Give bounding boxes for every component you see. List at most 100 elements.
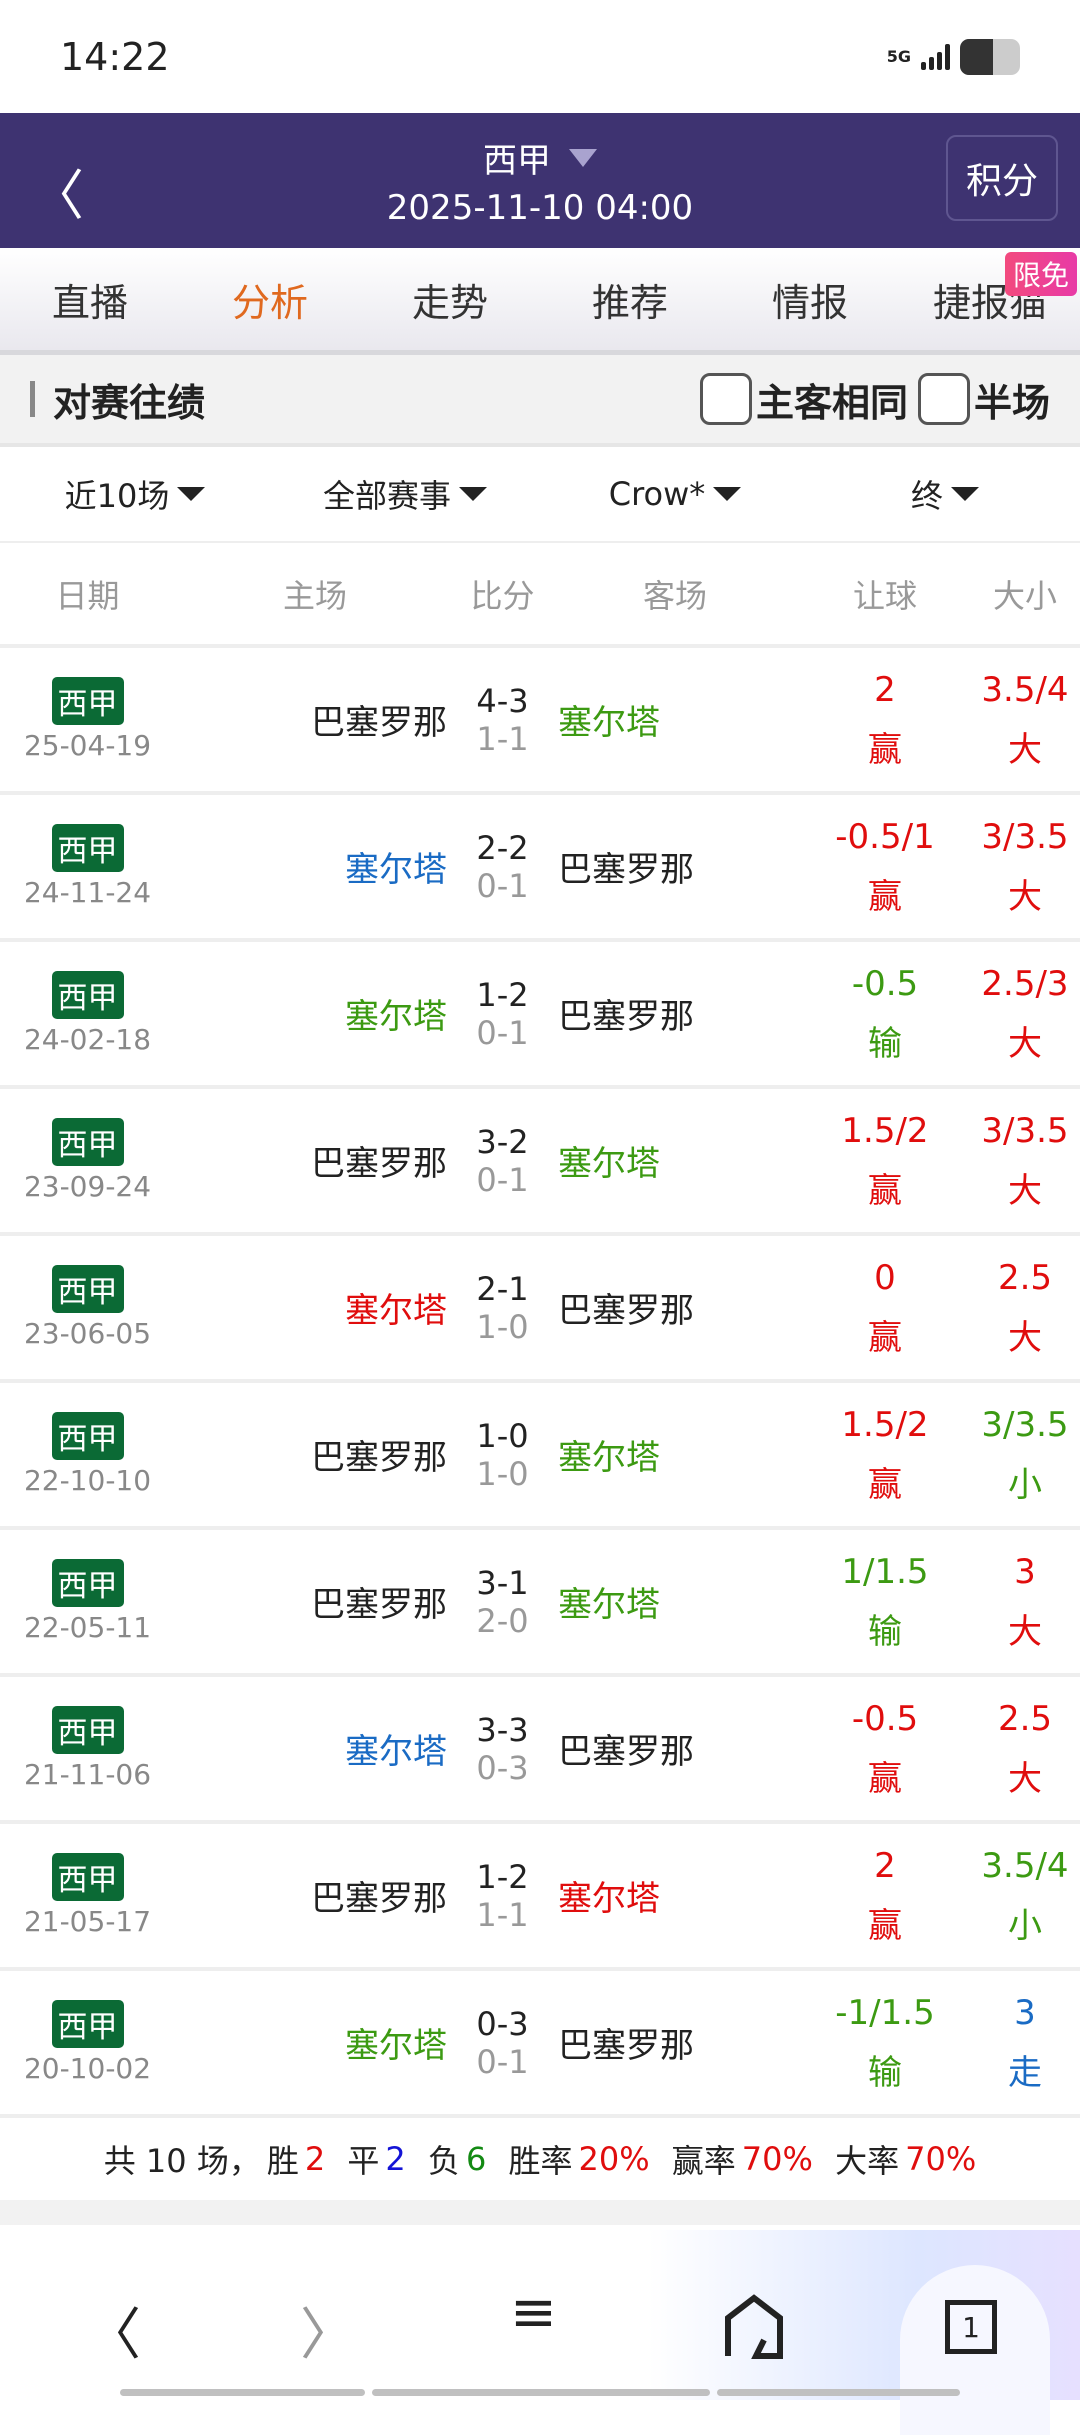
standings-button[interactable]: 积分 (946, 135, 1058, 221)
full-time-score: 0-3 (476, 2004, 529, 2043)
back-icon[interactable]: 〈 (85, 2303, 141, 2368)
over-under-result: 大 (1008, 1023, 1042, 1064)
table-row[interactable]: 西甲 20-10-02 塞尔塔 0-3 0-1 巴塞罗那 -1/1.5 输 3 走 (0, 1971, 1080, 2118)
filter-dropdown[interactable]: 近10场 (0, 471, 270, 517)
divider (0, 2200, 1080, 2225)
away-team: 塞尔塔 (558, 1879, 660, 1919)
filter-dropdown[interactable]: 终 (810, 471, 1080, 517)
filter-label: 全部赛事 (322, 477, 451, 515)
column-header: 主场 (282, 576, 347, 615)
over-under-result: 大 (1008, 1611, 1042, 1652)
handicap-line: -0.5 (851, 1698, 919, 1739)
over-under-line: 3 (1014, 1992, 1036, 2033)
chevron-left-icon[interactable]: 〈 (30, 164, 84, 227)
filter-dropdown[interactable]: 全部赛事 (270, 471, 540, 517)
handicap-result: 赢 (868, 1905, 902, 1946)
table-row[interactable]: 西甲 23-09-24 巴塞罗那 3-2 0-1 塞尔塔 1.5/2 赢 3/3.5 大 (0, 1089, 1080, 1236)
tab-count-icon[interactable]: 1 (945, 2300, 997, 2354)
browser-nav-bar: 〈 〉 ≡ 1 (0, 2230, 1080, 2435)
handicap-line: 1.5/2 (841, 1110, 929, 1151)
tab-2[interactable]: 走势 (411, 280, 488, 325)
column-header: 客场 (642, 576, 707, 615)
handicap-line: 2 (874, 669, 896, 710)
handicap-line: 0 (874, 1257, 896, 1298)
over-under-result: 大 (1008, 1170, 1042, 1211)
filter-label: Crow* (608, 475, 706, 513)
signal-icon (921, 43, 950, 70)
over-under-line: 3.5/4 (981, 669, 1069, 710)
away-team: 巴塞罗那 (558, 1291, 694, 1331)
league-badge: 西甲 (51, 1265, 124, 1313)
home-team: 塞尔塔 (345, 997, 447, 1037)
match-date: 24-02-18 (23, 1023, 152, 1056)
table-row[interactable]: 西甲 22-10-10 巴塞罗那 1-0 1-0 塞尔塔 1.5/2 赢 3/3.5 小 (0, 1383, 1080, 1530)
over-rate: 70% (905, 2140, 977, 2178)
tab-4[interactable]: 情报 (771, 280, 848, 325)
over-under-line: 2.5 (997, 1257, 1053, 1298)
full-time-score: 3-1 (476, 1563, 529, 1602)
tab-3[interactable]: 推荐 (591, 280, 668, 325)
league-badge: 西甲 (51, 2000, 124, 2048)
league-badge: 西甲 (51, 1118, 124, 1166)
half-time-score: 2-0 (476, 1601, 529, 1640)
tab-bar: 直播 分析 走势 推荐 情报 捷报猫 限免 (0, 248, 1080, 355)
match-date: 22-10-10 (23, 1464, 152, 1497)
menu-icon[interactable]: ≡ (510, 2280, 557, 2345)
handicap-line: 1/1.5 (841, 1551, 929, 1592)
same-home-away-checkbox[interactable]: 主客相同 (699, 372, 908, 427)
handicap-result: 赢 (868, 1317, 902, 1358)
half-time-score: 0-3 (476, 1748, 529, 1787)
full-time-score: 1-2 (476, 1857, 529, 1896)
handicap-result: 赢 (868, 729, 902, 770)
match-date: 23-09-24 (23, 1170, 152, 1203)
win-rate: 20% (578, 2140, 650, 2178)
checkbox-icon[interactable] (699, 373, 752, 425)
handicap-line: -0.5/1 (835, 816, 935, 857)
table-row[interactable]: 西甲 24-02-18 塞尔塔 1-2 0-1 巴塞罗那 -0.5 输 2.5/3 大 (0, 942, 1080, 1089)
clock: 14:22 (60, 34, 170, 79)
handicap-result: 输 (868, 1611, 902, 1652)
home-team: 塞尔塔 (345, 2026, 447, 2066)
half-time-score: 0-1 (476, 866, 529, 905)
home-team: 巴塞罗那 (311, 1438, 447, 1478)
filter-bar: 近10场 全部赛事 Crow* 终 (0, 447, 1080, 543)
home-icon[interactable] (722, 2294, 786, 2360)
full-time-score: 2-1 (476, 1269, 529, 1308)
table-row[interactable]: 西甲 23-06-05 塞尔塔 2-1 1-0 巴塞罗那 0 赢 2.5 大 (0, 1236, 1080, 1383)
match-date: 21-05-17 (23, 1905, 152, 1938)
table-row[interactable]: 西甲 25-04-19 巴塞罗那 4-3 1-1 塞尔塔 2 赢 3.5/4 大 (0, 648, 1080, 795)
full-time-score: 2-2 (476, 828, 529, 867)
away-team: 塞尔塔 (558, 1144, 660, 1184)
checkbox-icon[interactable] (917, 373, 970, 425)
over-under-result: 大 (1008, 876, 1042, 917)
caret-down-icon (951, 487, 979, 501)
half-time-score: 0-1 (476, 1013, 529, 1052)
tab-1[interactable]: 分析 (231, 280, 308, 325)
league-badge: 西甲 (51, 1559, 124, 1607)
full-time-score: 1-0 (476, 1416, 529, 1455)
total-label: 共 10 场， (103, 2142, 261, 2180)
forward-icon[interactable]: 〉 (300, 2303, 356, 2368)
filter-dropdown[interactable]: Crow* (540, 475, 810, 513)
battery-icon (960, 38, 1020, 75)
handicap-line: 2 (874, 1845, 896, 1886)
over-under-line: 3/3.5 (981, 1404, 1069, 1445)
table-row[interactable]: 西甲 21-11-06 塞尔塔 3-3 0-3 巴塞罗那 -0.5 赢 2.5 大 (0, 1677, 1080, 1824)
table-row[interactable]: 西甲 22-05-11 巴塞罗那 3-1 2-0 塞尔塔 1/1.5 输 3 大 (0, 1530, 1080, 1677)
league-selector[interactable]: 西甲 (483, 133, 597, 182)
half-time-checkbox[interactable]: 半场 (917, 372, 1050, 427)
tab-0[interactable]: 直播 (51, 280, 128, 325)
gesture-bar (717, 2389, 960, 2396)
handicap-result: 赢 (868, 1464, 902, 1505)
full-time-score: 4-3 (476, 681, 529, 720)
loss-count: 6 (465, 2140, 487, 2178)
over-under-line: 3/3.5 (981, 816, 1069, 857)
table-row[interactable]: 西甲 21-05-17 巴塞罗那 1-2 1-1 塞尔塔 2 赢 3.5/4 小 (0, 1824, 1080, 1971)
league-badge: 西甲 (51, 1412, 124, 1460)
league-name: 西甲 (483, 141, 551, 181)
match-date: 21-11-06 (23, 1758, 152, 1791)
table-row[interactable]: 西甲 24-11-24 塞尔塔 2-2 0-1 巴塞罗那 -0.5/1 赢 3/3.5… (0, 795, 1080, 942)
over-rate-label: 大率 (835, 2142, 900, 2180)
draw-label: 平 (347, 2142, 380, 2180)
